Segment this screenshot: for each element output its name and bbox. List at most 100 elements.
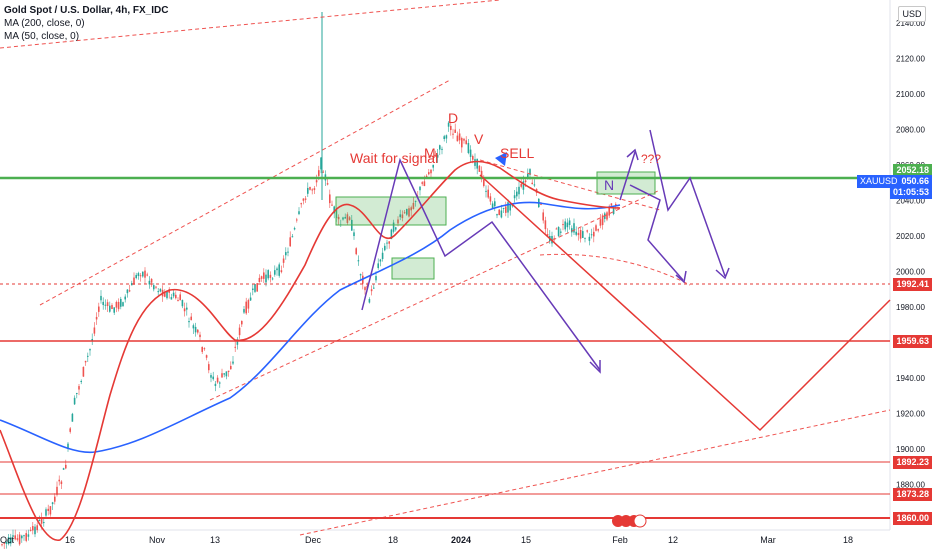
candle-body xyxy=(135,274,137,279)
candle-body xyxy=(225,371,228,377)
candle-body xyxy=(54,496,56,502)
candle-body xyxy=(348,217,351,220)
level-1892-label: 1892.23 xyxy=(893,456,932,469)
purple-path-3[interactable] xyxy=(629,184,684,281)
purple-path-4[interactable] xyxy=(649,129,726,277)
price-tick-label: 1920.00 xyxy=(896,410,925,419)
candle-body xyxy=(260,276,263,279)
time-tick-label: Nov xyxy=(149,535,166,545)
candle-body xyxy=(434,154,437,157)
sell-annotation: SELL xyxy=(500,145,535,161)
candle-body xyxy=(553,238,555,240)
symbol-tag[interactable]: XAUUSD xyxy=(857,175,901,188)
candle-body xyxy=(430,169,432,174)
candle-body xyxy=(271,278,274,280)
candle-body xyxy=(573,223,575,233)
candle-body xyxy=(579,230,582,239)
candle-body xyxy=(78,386,80,390)
candle-body xyxy=(155,286,157,288)
time-tick-label: Feb xyxy=(612,535,628,545)
price-tick-label: 1900.00 xyxy=(896,445,925,454)
candle-body xyxy=(65,464,67,469)
candle-body xyxy=(230,365,232,370)
candle-body xyxy=(498,209,500,215)
candle-body xyxy=(210,375,212,378)
demand-box-1[interactable] xyxy=(335,196,447,226)
purple-arrow-3 xyxy=(675,270,687,284)
candle-body xyxy=(274,270,276,275)
candle-body xyxy=(104,304,107,306)
candle-body xyxy=(531,182,533,185)
candle-body xyxy=(421,182,423,184)
candle-body xyxy=(384,245,386,251)
candle-body xyxy=(201,346,203,352)
candle-body xyxy=(95,316,98,320)
candle-body xyxy=(571,228,573,233)
candle-body xyxy=(208,364,210,371)
currency-button[interactable]: USD xyxy=(898,6,926,22)
time-tick-label: 2024 xyxy=(451,535,471,545)
candle-body xyxy=(487,189,489,198)
candle-body xyxy=(522,181,525,190)
time-axis-labels: Oct 16 Nov 13 Dec 18 2024 15 Feb 12 Mar 18 xyxy=(0,535,853,545)
level-1860-label: 1860.00 xyxy=(893,512,932,525)
candle-body xyxy=(309,186,311,190)
ma200-line[interactable] xyxy=(0,201,621,454)
candle-body xyxy=(247,300,250,309)
chart-legend: Gold Spot / U.S. Dollar, 4h, FX_IDC MA (… xyxy=(4,4,168,43)
candle-body xyxy=(542,212,544,221)
candle-body xyxy=(432,164,434,168)
candle-body xyxy=(293,228,296,230)
sell-marker[interactable] xyxy=(495,152,507,166)
price-tick-label: 2000.00 xyxy=(896,268,925,277)
candle-body xyxy=(43,522,45,524)
purple-path-2[interactable] xyxy=(619,151,636,201)
candle-body xyxy=(172,292,175,297)
candle-body xyxy=(577,232,580,236)
demand-box-2[interactable] xyxy=(391,257,435,280)
candle-body xyxy=(223,373,225,375)
candle-body xyxy=(122,302,124,307)
candle-body xyxy=(10,537,12,544)
candle-body xyxy=(133,277,135,285)
purple-path-1[interactable] xyxy=(361,157,601,371)
candle-body xyxy=(386,242,388,244)
candle-body xyxy=(71,413,74,422)
candle-body xyxy=(428,172,430,175)
candle-body xyxy=(102,301,104,306)
candle-body xyxy=(117,301,120,310)
candle-body xyxy=(287,251,289,253)
candle-body xyxy=(282,258,285,263)
candle-body xyxy=(296,219,298,221)
candle-body xyxy=(529,169,531,175)
red-projection-path[interactable] xyxy=(479,174,891,432)
candle-body xyxy=(219,382,221,384)
candle-body xyxy=(256,283,258,292)
candle-body xyxy=(100,295,102,301)
candle-body xyxy=(76,392,78,394)
candle-body xyxy=(463,138,465,141)
symbol-title[interactable]: Gold Spot / U.S. Dollar, 4h, FX_IDC xyxy=(4,5,169,16)
candle-body xyxy=(214,383,217,386)
economic-events-icon[interactable] xyxy=(612,514,647,528)
candle-body xyxy=(527,173,529,179)
candle-body xyxy=(575,231,577,235)
candle-body xyxy=(368,299,371,303)
time-tick-label: 12 xyxy=(668,535,678,545)
candle-body xyxy=(16,538,19,540)
candle-body xyxy=(249,297,252,301)
candle-body xyxy=(197,329,199,333)
candle-body xyxy=(25,533,27,541)
candle-body xyxy=(40,517,43,524)
time-tick-label: Mar xyxy=(760,535,776,545)
ma50-legend[interactable]: MA (50, close, 0) xyxy=(4,31,80,42)
ma200-legend[interactable]: MA (200, close, 0) xyxy=(4,18,85,29)
v-annotation: V xyxy=(474,131,484,147)
ma50-line[interactable] xyxy=(0,160,621,541)
candle-body xyxy=(447,122,450,127)
candle-body xyxy=(280,270,283,273)
candle-body xyxy=(111,305,113,309)
candle-body xyxy=(443,136,445,140)
candle-body xyxy=(56,486,58,495)
